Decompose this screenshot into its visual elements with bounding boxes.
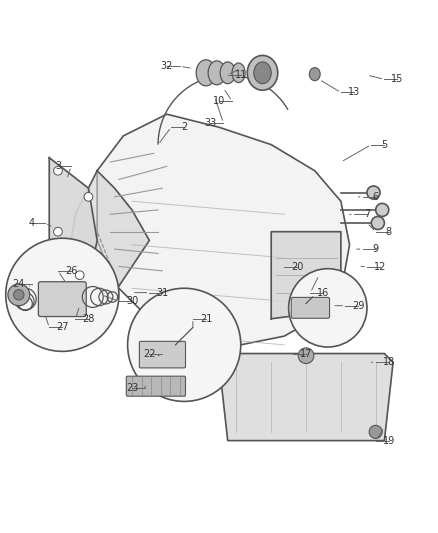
Text: 16: 16 xyxy=(317,288,329,297)
Text: 9: 9 xyxy=(373,244,379,254)
Text: 13: 13 xyxy=(348,87,360,98)
Circle shape xyxy=(127,288,241,401)
Text: 27: 27 xyxy=(56,322,69,333)
FancyBboxPatch shape xyxy=(291,297,329,318)
Text: 31: 31 xyxy=(156,288,169,297)
Circle shape xyxy=(6,238,119,351)
Ellipse shape xyxy=(208,61,226,85)
Circle shape xyxy=(84,192,93,201)
Polygon shape xyxy=(271,232,341,319)
Text: 12: 12 xyxy=(374,262,386,271)
Polygon shape xyxy=(49,158,97,284)
Text: 19: 19 xyxy=(383,435,395,446)
Text: 6: 6 xyxy=(373,192,379,202)
Circle shape xyxy=(298,348,314,364)
Circle shape xyxy=(371,216,385,230)
Text: 18: 18 xyxy=(383,357,395,367)
Text: 3: 3 xyxy=(55,161,61,172)
Text: 11: 11 xyxy=(235,70,247,80)
Ellipse shape xyxy=(309,68,320,80)
Text: 4: 4 xyxy=(29,218,35,228)
Ellipse shape xyxy=(254,62,271,84)
Ellipse shape xyxy=(196,60,216,86)
FancyBboxPatch shape xyxy=(39,282,86,317)
Circle shape xyxy=(8,284,30,305)
Text: 23: 23 xyxy=(126,383,138,393)
Circle shape xyxy=(376,204,389,216)
Text: 7: 7 xyxy=(364,209,370,219)
Polygon shape xyxy=(219,353,393,441)
Text: 10: 10 xyxy=(213,96,225,106)
Text: 21: 21 xyxy=(200,314,212,324)
Polygon shape xyxy=(97,114,350,345)
Text: 29: 29 xyxy=(352,301,364,311)
Text: 2: 2 xyxy=(181,122,187,132)
Circle shape xyxy=(53,166,62,175)
FancyBboxPatch shape xyxy=(139,341,185,368)
FancyBboxPatch shape xyxy=(126,376,185,396)
Text: 5: 5 xyxy=(381,140,388,150)
Text: 22: 22 xyxy=(143,349,155,359)
Circle shape xyxy=(367,186,380,199)
Text: 8: 8 xyxy=(386,227,392,237)
Text: 20: 20 xyxy=(291,262,304,271)
Ellipse shape xyxy=(220,62,235,84)
Ellipse shape xyxy=(247,55,278,90)
Circle shape xyxy=(369,425,382,439)
Text: 32: 32 xyxy=(161,61,173,71)
Circle shape xyxy=(75,271,84,279)
Text: 28: 28 xyxy=(82,314,95,324)
Polygon shape xyxy=(71,171,149,293)
Text: 17: 17 xyxy=(300,349,312,359)
Text: 26: 26 xyxy=(65,266,77,276)
Text: 33: 33 xyxy=(204,118,216,128)
Circle shape xyxy=(289,269,367,347)
Circle shape xyxy=(14,289,24,300)
Text: 30: 30 xyxy=(126,296,138,306)
Text: 15: 15 xyxy=(391,75,404,84)
Circle shape xyxy=(53,228,62,236)
Ellipse shape xyxy=(232,63,245,83)
Text: 24: 24 xyxy=(13,279,25,289)
